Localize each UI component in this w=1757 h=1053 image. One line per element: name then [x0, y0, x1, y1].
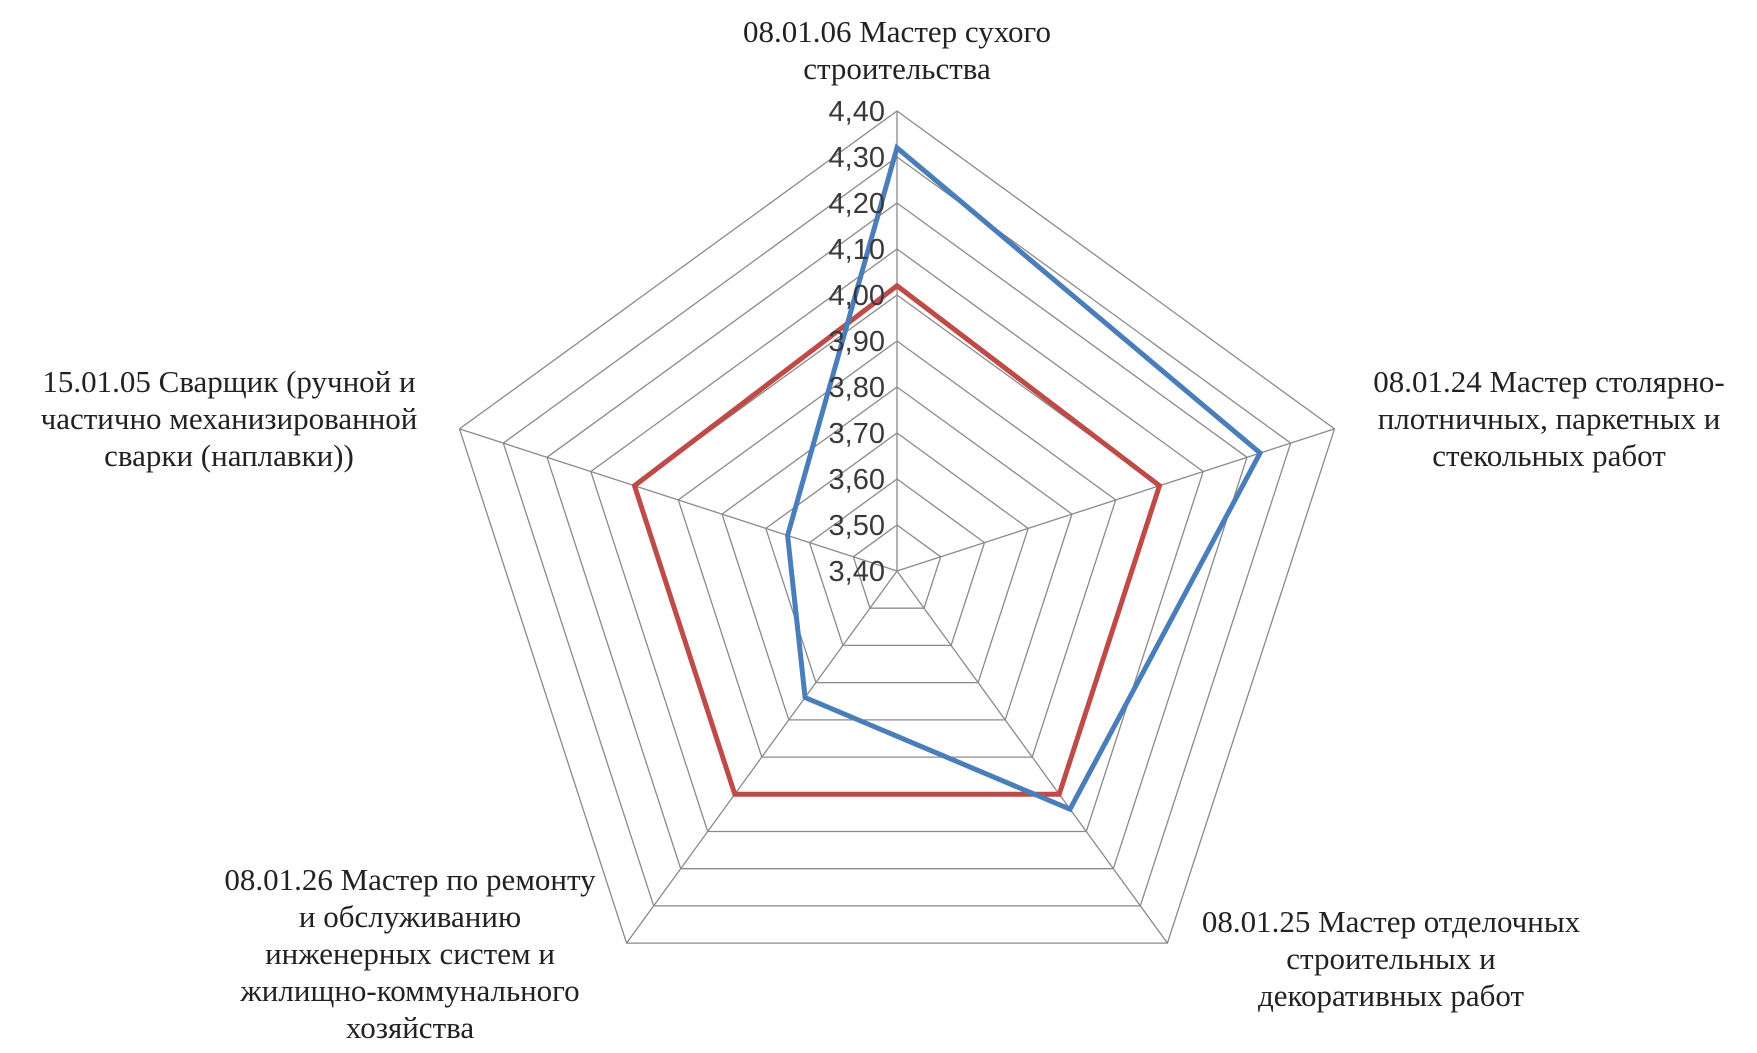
tick-label: 3,80 — [829, 372, 885, 404]
category-label-line: 08.01.06 Мастер сухого — [743, 14, 1051, 49]
tick-label: 4,10 — [829, 234, 885, 266]
category-label-line: 08.01.26 Мастер по ремонту — [224, 862, 596, 897]
category-label: 08.01.25 Мастер отделочных строительных и… — [1202, 904, 1581, 1013]
category-labels: 08.01.06 Мастер сухого строительства08.01… — [41, 14, 1725, 1045]
grid-ring — [677, 340, 1117, 758]
tick-label: 4,00 — [829, 280, 885, 312]
series-line-1 — [785, 143, 1264, 813]
category-label-line: строительных и — [1286, 941, 1495, 976]
category-label-line: и обслуживанию — [299, 899, 521, 934]
category-label-line: стекольных работ — [1432, 438, 1666, 473]
axis-spoke — [626, 570, 898, 944]
radar-spokes — [459, 111, 1335, 944]
grid-ring — [852, 524, 942, 609]
grid-ring — [502, 156, 1292, 907]
grid-ring — [546, 202, 1248, 870]
tick-label: 4,40 — [829, 96, 885, 128]
tick-label: 4,30 — [829, 142, 885, 174]
grid-ring — [808, 478, 986, 647]
axis-spoke — [896, 570, 1168, 944]
tick-label: 3,50 — [829, 510, 885, 542]
category-label-line: инженерных систем и — [265, 936, 555, 971]
category-label: 08.01.06 Мастер сухого строительства — [743, 14, 1051, 86]
category-label-line: сварки (наплавки)) — [104, 438, 354, 473]
category-label: 15.01.05 Сварщик (ручной и частично механ… — [41, 364, 418, 473]
category-label-line: 08.01.24 Мастер столярно- — [1373, 364, 1725, 399]
category-label-line: 15.01.05 Сварщик (ручной и — [42, 364, 415, 399]
category-label-line: хозяйства — [346, 1010, 474, 1045]
category-label-line: жилищно-коммунального — [239, 973, 579, 1008]
category-label: 08.01.24 Мастер столярно-плотничных, пар… — [1373, 364, 1725, 473]
tick-label: 4,20 — [829, 188, 885, 220]
category-label-line: 08.01.25 Мастер отделочных — [1202, 904, 1581, 939]
category-label: 08.01.26 Мастер по ремонту и обслуживанию… — [224, 862, 596, 1045]
category-label-line: строительства — [803, 51, 991, 86]
radial-tick-labels: 3,40 3,50 3,60 3,70 3,80 3,90 4,00 4,10 4,20 4,30… — [829, 96, 885, 588]
grid-ring — [721, 386, 1073, 721]
category-label-line: декоративных работ — [1258, 978, 1525, 1013]
tick-label: 3,40 — [829, 556, 885, 588]
grid-ring — [458, 110, 1336, 944]
grid-ring — [765, 432, 1029, 684]
axis-spoke — [459, 428, 898, 572]
series-line-2 — [631, 282, 1163, 797]
tick-label: 3,90 — [829, 326, 885, 358]
category-label-line: частично механизированной — [41, 401, 418, 436]
tick-label: 3,60 — [829, 464, 885, 496]
radar-series — [631, 143, 1264, 813]
category-label-line: плотничных, паркетных и — [1378, 401, 1721, 436]
grid-ring — [590, 248, 1204, 833]
tick-label: 3,70 — [829, 418, 885, 450]
